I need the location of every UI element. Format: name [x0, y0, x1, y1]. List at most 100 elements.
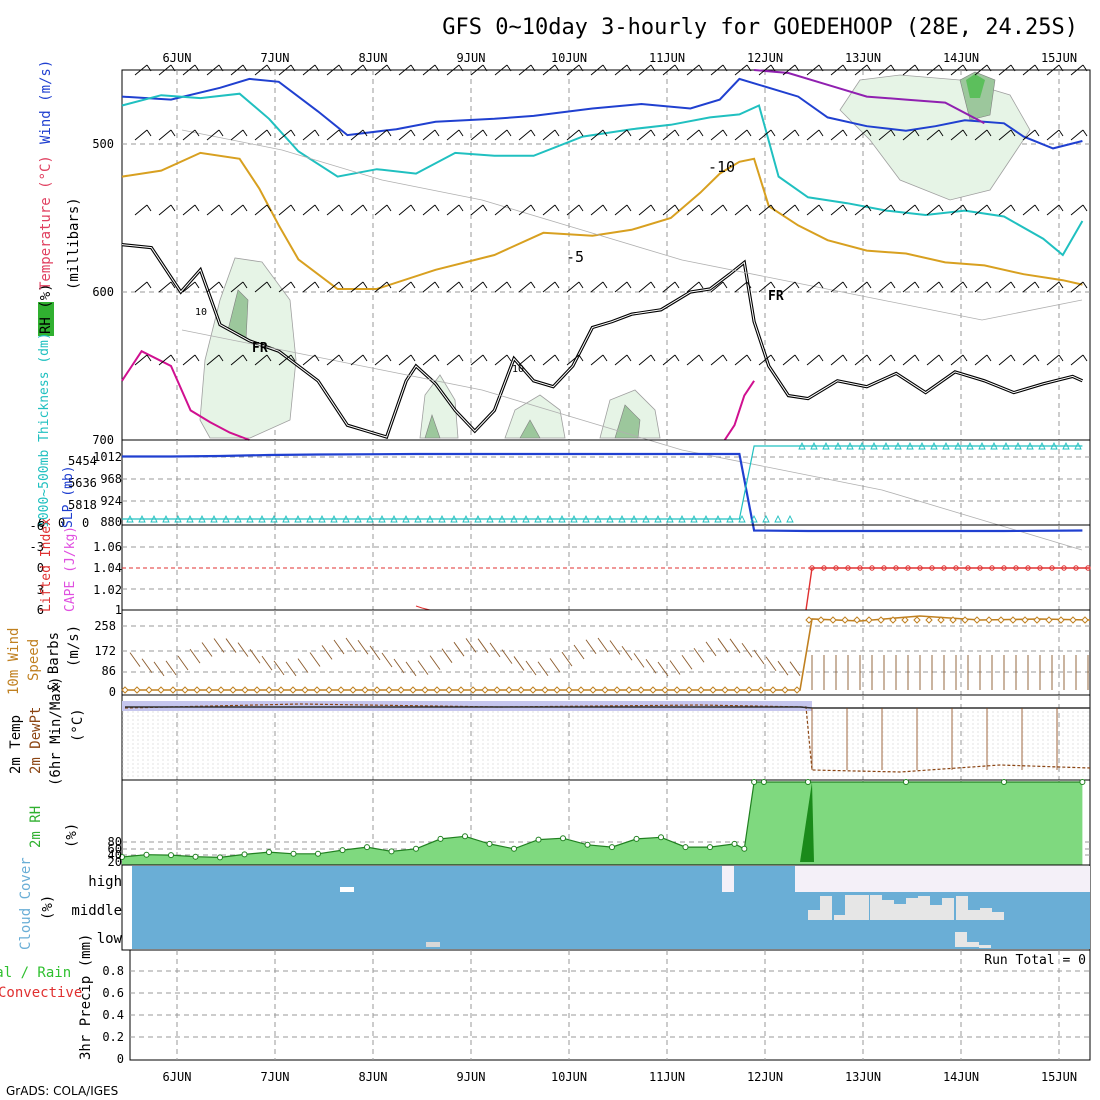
wind-barb [638, 204, 652, 216]
rh2m-marker [903, 779, 909, 785]
thickness-marker [1002, 441, 1010, 450]
wind-barb [422, 129, 436, 141]
cloud-low-gap [955, 932, 967, 947]
wind-barb-flag [890, 129, 896, 137]
wind-barb-flag [698, 64, 704, 72]
top-day-label: 9JUN [457, 51, 486, 65]
wind10m-speed-marker [169, 686, 177, 694]
thickness-marker [870, 441, 878, 450]
wind-barb-flag [170, 354, 176, 362]
wind-barb [830, 204, 844, 216]
bottom-day-label: 6JUN [163, 1070, 192, 1084]
thickness-marker [858, 441, 866, 450]
wind10m-barb [189, 648, 201, 664]
wind-barb-flag [602, 281, 608, 289]
wind10m-speed-marker [733, 686, 741, 694]
wind-barb [1046, 129, 1060, 141]
wind-barb-flag [578, 354, 584, 362]
wind-barb-flag [962, 129, 968, 137]
thickness-marker [450, 514, 458, 523]
wind-barb-flag [602, 354, 608, 362]
rh-shading-dark [424, 414, 441, 439]
lifted-index-marker [1085, 565, 1091, 571]
rh-shading [199, 257, 297, 439]
rh-tick-20: 20 [108, 855, 122, 869]
wind-barb [470, 204, 484, 216]
thickness-marker [738, 514, 746, 523]
precip-tick-0.4: 0.4 [102, 1008, 124, 1022]
wind10m-speed-marker [985, 616, 993, 624]
wind-barb-flag [506, 204, 512, 212]
cloud-middle-gap [808, 910, 820, 920]
wind10m-speed-marker [1057, 616, 1065, 624]
wind-barb [134, 64, 148, 76]
slp-axis-label: SLP (mb) [61, 465, 76, 528]
wind10m-speed-marker [961, 616, 969, 624]
wind-barb-flag [146, 281, 152, 289]
cloud-middle-gap [918, 896, 930, 920]
rh2m-marker [217, 854, 223, 861]
rh2m-marker [1079, 779, 1086, 785]
wind-barb-flag [362, 204, 368, 212]
li-tick-minus6: -6 [30, 519, 44, 533]
wind-barb-flag [290, 64, 296, 72]
wind10m-barb [669, 660, 681, 675]
wind-barb [950, 64, 964, 76]
thickness-marker [186, 514, 194, 523]
wind10m-barb [225, 638, 237, 653]
wind-barb-flag [218, 204, 224, 212]
wind-barb [686, 64, 700, 76]
wind-barb-flag [1058, 204, 1064, 212]
wind10m-speed-marker [649, 686, 657, 694]
wind-barb-flag [338, 281, 344, 289]
wind10m-speed-marker [433, 686, 441, 694]
wind-barb [878, 354, 892, 366]
wind-barb [998, 281, 1012, 293]
wind-barb-flag [578, 204, 584, 212]
wind-barb-flag [482, 354, 488, 362]
wind10m-speed-marker [133, 686, 141, 694]
wind-barb [902, 204, 916, 216]
wind-barb-flag [818, 354, 824, 362]
wind-barb [254, 354, 268, 366]
wind-barb-flag [1082, 64, 1088, 72]
thickness-marker [906, 441, 914, 450]
wind10m-speed-marker [445, 686, 453, 694]
wind-barb [518, 129, 532, 141]
wind-barb [446, 204, 460, 216]
rh2m-marker [315, 850, 321, 857]
wind-barb-flag [746, 281, 752, 289]
thickness-marker [558, 514, 566, 523]
top-day-label: 15JUN [1041, 51, 1077, 65]
wind-barb [542, 64, 556, 76]
cloud-high-gap [722, 866, 734, 892]
wind-barb [254, 64, 268, 76]
wind-barb-flag [314, 354, 320, 362]
wind-barb-flag [290, 129, 296, 137]
wind-barb-flag [146, 204, 152, 212]
slp-tick-880: 880 [100, 515, 122, 529]
wind10m-speed-marker [673, 686, 681, 694]
wind-barb [374, 129, 388, 141]
wind-barb [158, 354, 172, 366]
li-axis-label: Lifted Index [39, 518, 54, 612]
wind-barb-flag [698, 129, 704, 137]
wind10m-barb [213, 638, 225, 653]
precip-label-conv: Convective [0, 985, 82, 1001]
lifted-index-marker [953, 565, 959, 571]
wind10m-speed-marker [925, 616, 933, 624]
wind-barb [350, 64, 364, 76]
thickness-marker [402, 514, 410, 523]
wind-barb-flag [386, 281, 392, 289]
wind-barb [1022, 281, 1036, 293]
wind10m-barb [537, 661, 549, 677]
wind-barb [758, 281, 772, 293]
wind10m-speed-marker [769, 686, 777, 694]
rh2m-marker [658, 834, 664, 841]
wind-barb-flag [242, 204, 248, 212]
wind-barb [1070, 64, 1084, 76]
rh2m-axis-labels: 2m RH (%) [28, 806, 80, 848]
wind10m-speed-marker [577, 686, 585, 694]
wind-barb-flag [866, 204, 872, 212]
rh2m-marker [486, 840, 493, 847]
